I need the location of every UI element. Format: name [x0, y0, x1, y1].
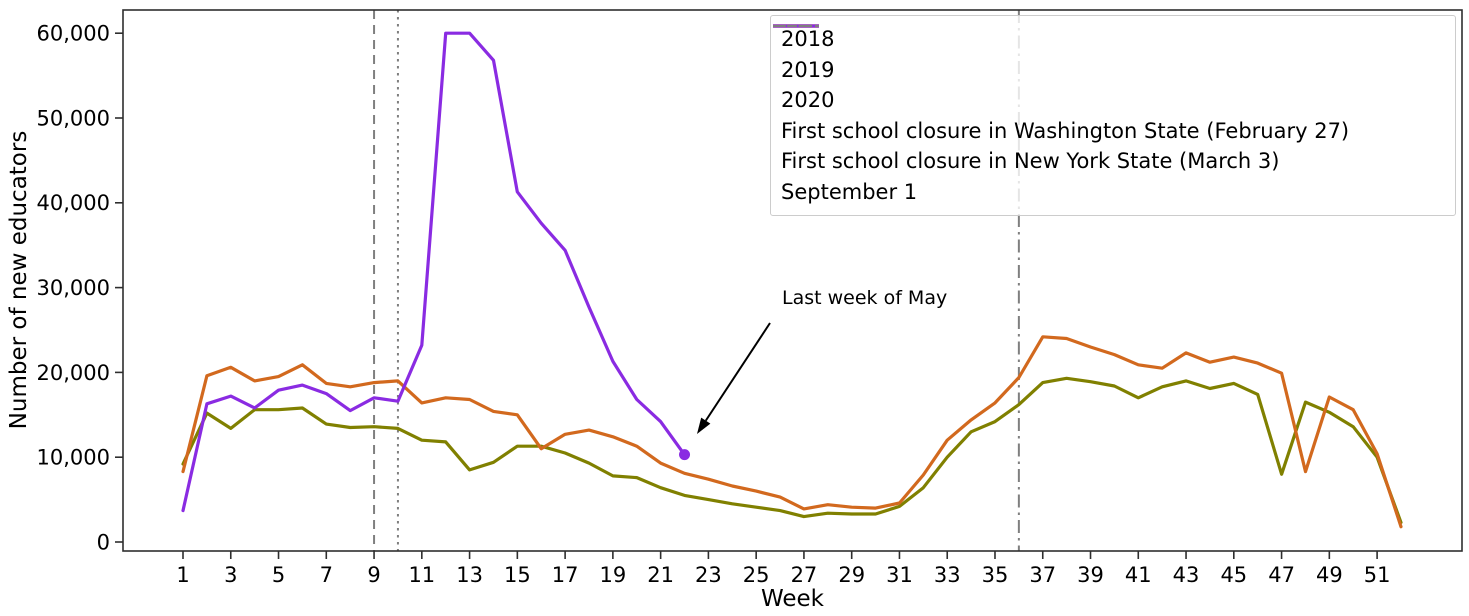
legend-item: September 1	[773, 25, 1443, 208]
legend-label: First school closure in Washington State…	[781, 118, 1350, 143]
x-tick-label: 21	[647, 563, 674, 587]
legend-item: First school closure in Washington State…	[773, 25, 1443, 147]
x-tick-label: 43	[1173, 563, 1200, 587]
x-tick-label: 15	[504, 563, 531, 587]
y-tick-label: 0	[97, 530, 110, 554]
x-tick-label: 39	[1077, 563, 1104, 587]
x-tick-label: 31	[886, 563, 913, 587]
x-tick-label: 37	[1029, 563, 1056, 587]
y-tick-label: 20,000	[37, 361, 110, 385]
series-line-2018	[181, 376, 1403, 525]
x-axis-ticks: 1 3 5 7 9 11 13 15 17 19 21 23 25 27 29 31 33 35 37 39 41 43 4…	[176, 551, 1390, 587]
legend-item: 2020	[773, 24, 1443, 116]
series-line-2019	[181, 335, 1403, 529]
legend-label: 2019	[781, 57, 835, 82]
legend-item: 2018	[773, 24, 1443, 55]
legend-item: First school closure in New York State (…	[773, 25, 1443, 177]
legend-label: September 1	[781, 179, 918, 204]
x-tick-label: 9	[367, 563, 380, 587]
x-tick-label: 41	[1125, 563, 1152, 587]
x-tick-label: 47	[1268, 563, 1295, 587]
legend-swatch-dashdot	[773, 25, 819, 27]
plot-border	[122, 9, 1463, 552]
x-tick-label: 3	[224, 563, 237, 587]
series-line-2020	[181, 31, 687, 513]
series-end-dot-2020	[679, 449, 691, 461]
x-tick-label: 17	[552, 563, 579, 587]
y-tick-label: 10,000	[37, 446, 110, 470]
y-axis-title: Number of new educators	[6, 130, 32, 430]
x-tick-label: 13	[456, 563, 483, 587]
x-tick-label: 45	[1220, 563, 1247, 587]
x-tick-label: 1	[176, 563, 189, 587]
annotation-arrow-line	[704, 322, 771, 422]
x-tick-label: 51	[1364, 563, 1391, 587]
x-tick-label: 7	[320, 563, 333, 587]
legend-label: 2020	[781, 88, 835, 113]
annotation-arrow-head	[697, 417, 711, 434]
annotation-last-week-of-may: Last week of May	[782, 287, 948, 309]
legend-box: 2018 2019 2020 First school closure in Wash…	[770, 15, 1456, 216]
x-tick-label: 35	[982, 563, 1009, 587]
y-tick-label: 30,000	[37, 276, 110, 300]
x-tick-label: 49	[1316, 563, 1343, 587]
x-tick-label: 25	[743, 563, 770, 587]
x-tick-label: 11	[408, 563, 435, 587]
x-tick-label: 33	[934, 563, 961, 587]
y-tick-label: 40,000	[37, 191, 110, 215]
x-tick-label: 19	[600, 563, 627, 587]
legend-label: 2018	[781, 27, 835, 52]
x-tick-label: 27	[791, 563, 818, 587]
x-tick-label: 5	[272, 563, 285, 587]
y-axis-ticks: 0 10,000 20,000 30,000 40,000 50,000 60,000	[37, 22, 123, 554]
x-tick-label: 29	[838, 563, 865, 587]
legend-item: 2019	[773, 24, 1443, 86]
legend-label: First school closure in New York State (…	[781, 149, 1280, 174]
x-tick-label: 23	[695, 563, 722, 587]
y-tick-label: 50,000	[37, 106, 110, 130]
x-axis-title: Week	[760, 586, 824, 612]
y-tick-label: 60,000	[37, 22, 110, 46]
